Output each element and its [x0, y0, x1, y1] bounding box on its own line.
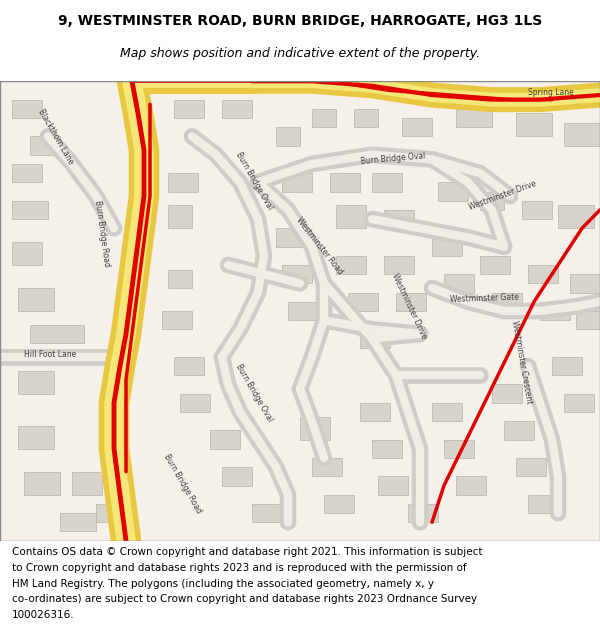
Polygon shape — [528, 495, 558, 513]
Polygon shape — [372, 173, 402, 191]
Polygon shape — [492, 292, 522, 311]
Polygon shape — [336, 256, 366, 274]
Polygon shape — [12, 242, 42, 265]
Polygon shape — [564, 122, 600, 146]
Polygon shape — [210, 431, 240, 449]
Polygon shape — [444, 439, 474, 458]
Polygon shape — [570, 274, 600, 292]
Polygon shape — [372, 439, 402, 458]
Text: 9, WESTMINSTER ROAD, BURN BRIDGE, HARROGATE, HG3 1LS: 9, WESTMINSTER ROAD, BURN BRIDGE, HARROG… — [58, 14, 542, 28]
Polygon shape — [360, 329, 390, 348]
Polygon shape — [30, 136, 60, 155]
Text: Contains OS data © Crown copyright and database right 2021. This information is : Contains OS data © Crown copyright and d… — [12, 548, 482, 558]
Polygon shape — [282, 265, 312, 283]
Text: Burn Bridge Oval: Burn Bridge Oval — [360, 151, 425, 166]
Polygon shape — [336, 205, 366, 228]
Polygon shape — [408, 504, 438, 522]
Text: 100026316.: 100026316. — [12, 610, 74, 620]
Polygon shape — [480, 256, 510, 274]
Polygon shape — [222, 467, 252, 486]
Text: Blackthorn Lane: Blackthorn Lane — [36, 107, 75, 166]
Text: to Crown copyright and database rights 2023 and is reproduced with the permissio: to Crown copyright and database rights 2… — [12, 563, 467, 573]
Polygon shape — [174, 357, 204, 375]
Polygon shape — [24, 472, 60, 495]
Polygon shape — [18, 426, 54, 449]
Polygon shape — [324, 495, 354, 513]
Text: Map shows position and indicative extent of the property.: Map shows position and indicative extent… — [120, 48, 480, 61]
Polygon shape — [456, 476, 486, 495]
Polygon shape — [168, 173, 198, 191]
Polygon shape — [30, 325, 84, 343]
Polygon shape — [516, 458, 546, 476]
Polygon shape — [222, 99, 252, 118]
Polygon shape — [288, 302, 318, 320]
Polygon shape — [444, 274, 474, 292]
Text: Westminster Gate: Westminster Gate — [450, 292, 519, 304]
Polygon shape — [72, 472, 102, 495]
Polygon shape — [456, 109, 492, 127]
Polygon shape — [0, 81, 600, 541]
Polygon shape — [492, 384, 522, 402]
Text: Burn Bridge Oval: Burn Bridge Oval — [234, 362, 274, 423]
Polygon shape — [396, 292, 426, 311]
Polygon shape — [348, 292, 378, 311]
Polygon shape — [282, 173, 312, 191]
Text: Burn Bridge Road: Burn Bridge Road — [93, 199, 111, 267]
Polygon shape — [276, 228, 306, 247]
Polygon shape — [552, 357, 582, 375]
Polygon shape — [18, 371, 54, 394]
Polygon shape — [180, 394, 210, 412]
Polygon shape — [168, 205, 192, 228]
Polygon shape — [252, 504, 282, 522]
Polygon shape — [168, 269, 192, 288]
Text: co-ordinates) are subject to Crown copyright and database rights 2023 Ordnance S: co-ordinates) are subject to Crown copyr… — [12, 594, 477, 604]
Polygon shape — [564, 394, 594, 412]
Polygon shape — [558, 205, 594, 228]
Polygon shape — [378, 476, 408, 495]
Polygon shape — [432, 402, 462, 421]
Text: Spring Lane: Spring Lane — [528, 88, 574, 97]
Polygon shape — [12, 99, 42, 118]
Polygon shape — [522, 201, 552, 219]
Polygon shape — [18, 288, 54, 311]
Text: Westminster Road: Westminster Road — [294, 216, 344, 276]
Polygon shape — [438, 182, 468, 201]
Polygon shape — [354, 109, 378, 127]
Polygon shape — [60, 513, 96, 531]
Polygon shape — [12, 201, 48, 219]
Text: HM Land Registry. The polygons (including the associated geometry, namely x, y: HM Land Registry. The polygons (includin… — [12, 579, 434, 589]
Polygon shape — [96, 504, 120, 522]
Polygon shape — [360, 402, 390, 421]
Polygon shape — [312, 458, 342, 476]
Polygon shape — [276, 127, 300, 146]
Polygon shape — [384, 210, 414, 228]
Polygon shape — [516, 113, 552, 136]
Text: Burn Bridge Oval: Burn Bridge Oval — [234, 151, 274, 212]
Polygon shape — [312, 109, 336, 127]
Polygon shape — [174, 99, 204, 118]
Text: Westminster Drive: Westminster Drive — [390, 272, 428, 341]
Polygon shape — [162, 311, 192, 329]
Polygon shape — [402, 118, 432, 136]
Polygon shape — [540, 302, 570, 320]
Polygon shape — [384, 256, 414, 274]
Polygon shape — [12, 164, 42, 182]
Text: Burn Bridge Road: Burn Bridge Road — [162, 452, 203, 515]
Text: Westminster Crescent: Westminster Crescent — [510, 320, 533, 405]
Polygon shape — [504, 421, 534, 439]
Text: Westminster Drive: Westminster Drive — [468, 179, 538, 212]
Polygon shape — [480, 191, 504, 210]
Text: Hill Foot Lane: Hill Foot Lane — [24, 350, 76, 359]
Polygon shape — [300, 417, 330, 439]
Polygon shape — [576, 311, 600, 329]
Polygon shape — [432, 238, 462, 256]
Polygon shape — [330, 173, 360, 191]
Polygon shape — [528, 265, 558, 283]
